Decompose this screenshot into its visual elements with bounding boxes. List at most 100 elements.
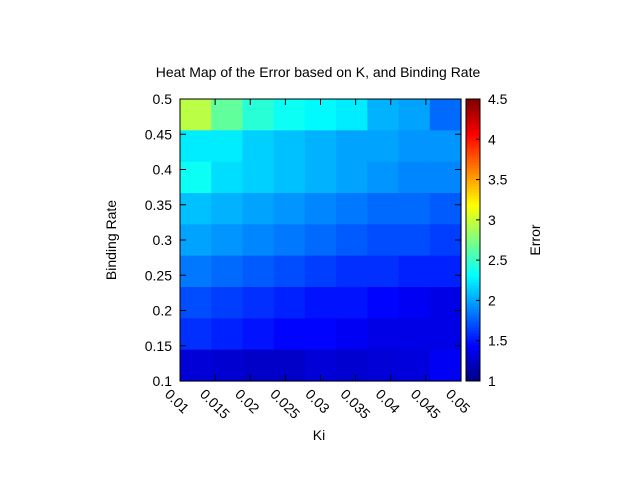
- colorbar-strip: [466, 291, 480, 295]
- colorbar-strip: [466, 168, 480, 172]
- x-tick-label: 0.03: [302, 386, 333, 417]
- colorbar-strip: [466, 267, 480, 271]
- colorbar-strip: [466, 225, 480, 229]
- heatmap-cell: [211, 224, 244, 257]
- colorbar-strip: [466, 309, 480, 313]
- colorbar-strip: [466, 249, 480, 253]
- x-tick-label: 0.025: [267, 386, 303, 422]
- heatmap-cell: [242, 349, 275, 382]
- colorbar-strip: [466, 342, 480, 346]
- heatmap-cell: [429, 287, 462, 319]
- heatmap-cell: [211, 161, 244, 194]
- heatmap-cell: [304, 318, 337, 351]
- colorbar-strip: [466, 129, 480, 133]
- heatmap-cell: [398, 349, 431, 382]
- heatmap-cell: [367, 224, 400, 257]
- colorbar-strip: [466, 273, 480, 277]
- heatmap-cell: [429, 349, 462, 382]
- colorbar-strip: [466, 330, 480, 334]
- colorbar-strip: [466, 372, 480, 376]
- heatmap-cell: [180, 255, 212, 288]
- colorbar-strip: [466, 204, 480, 208]
- colorbar-strip: [466, 306, 480, 310]
- colorbar-strip: [466, 360, 480, 364]
- heatmap-cell: [273, 161, 306, 194]
- heatmap-cell: [242, 224, 275, 257]
- colorbar-strip: [466, 219, 480, 223]
- heatmap-cell: [398, 99, 431, 131]
- colorbar-strip: [466, 321, 480, 325]
- y-tick-label: 0.25: [145, 267, 172, 283]
- heatmap-cell: [211, 130, 244, 163]
- heatmap-cell: [367, 255, 400, 288]
- colorbar-tick-label: 2: [488, 292, 496, 308]
- colorbar-strip: [466, 240, 480, 244]
- colorbar-tick-label: 2.5: [488, 252, 508, 268]
- colorbar-strip: [466, 336, 480, 340]
- colorbar-strip: [466, 114, 480, 118]
- heatmap-cell: [398, 193, 431, 225]
- colorbar-strip: [466, 102, 480, 106]
- colorbar-tick-label: 4: [488, 131, 496, 147]
- heatmap-cell: [180, 318, 212, 351]
- heatmap-cell: [398, 130, 431, 163]
- colorbar-strip: [466, 261, 480, 265]
- colorbar-strip: [466, 324, 480, 328]
- axis-ticks: [179, 98, 462, 382]
- heatmap-cell: [398, 161, 431, 194]
- heatmap-cell: [180, 349, 212, 382]
- colorbar-tick-label: 4.5: [488, 91, 508, 107]
- y-tick-label: 0.2: [153, 303, 173, 319]
- colorbar-strip: [466, 117, 480, 121]
- colorbar-strip: [466, 294, 480, 298]
- y-tick-label: 0.1: [153, 373, 173, 389]
- colorbar-strip: [466, 147, 480, 151]
- heatmap-cell: [304, 287, 337, 319]
- colorbar-strip: [466, 165, 480, 169]
- colorbar-strip: [466, 153, 480, 157]
- colorbar-strip: [466, 255, 480, 259]
- colorbar-strip: [466, 303, 480, 307]
- heatmap-cell: [336, 255, 368, 288]
- y-tick-label: 0.35: [145, 197, 172, 213]
- heatmap-cell: [273, 193, 306, 225]
- heatmap-cell: [336, 318, 368, 351]
- heatmap-cell: [273, 287, 306, 319]
- colorbar-strip: [466, 150, 480, 154]
- colorbar-strip: [466, 252, 480, 256]
- colorbar-strip: [466, 285, 480, 289]
- colorbar-tick-label: 1: [488, 373, 496, 389]
- colorbar-strip: [466, 171, 480, 175]
- colorbar-strip: [466, 120, 480, 124]
- heatmap-cell: [367, 161, 400, 194]
- colorbar-strip: [466, 159, 480, 163]
- colorbar-strip: [466, 177, 480, 181]
- colorbar-ticks: 1 1.5 2 2.5 3 3.5 4 4.5: [476, 91, 508, 389]
- y-tick-label: 0.15: [145, 338, 172, 354]
- heatmap-cell: [273, 349, 306, 382]
- heatmap-cell: [429, 161, 462, 194]
- y-tick-labels: 0.1 0.15 0.2 0.25 0.3 0.35 0.4 0.45 0.5: [145, 91, 172, 389]
- heatmap-cell: [304, 161, 337, 194]
- y-tick-label: 0.3: [153, 232, 173, 248]
- x-tick-labels: 0.01 0.015 0.02 0.025 0.03 0.035 0.04 0.045 0.05: [162, 386, 474, 422]
- colorbar-strip: [466, 270, 480, 274]
- heatmap-cell: [211, 99, 244, 131]
- colorbar-strip: [466, 357, 480, 361]
- heatmap-cells: [180, 99, 462, 382]
- heatmap-cell: [211, 318, 244, 351]
- colorbar-strip: [466, 138, 480, 142]
- colorbar-strip: [466, 234, 480, 238]
- colorbar: [466, 99, 480, 382]
- heatmap-cell: [304, 193, 337, 225]
- colorbar-strip: [466, 132, 480, 136]
- colorbar-strip: [466, 315, 480, 319]
- colorbar-frame: [465, 98, 481, 382]
- heatmap-cell: [429, 193, 462, 225]
- colorbar-strip: [466, 378, 480, 382]
- x-tick-label: 0.045: [408, 386, 444, 422]
- heatmap-cell: [273, 130, 306, 163]
- heatmap-cell: [336, 349, 368, 382]
- colorbar-tick-label: 3: [488, 212, 496, 228]
- colorbar-strip: [466, 327, 480, 331]
